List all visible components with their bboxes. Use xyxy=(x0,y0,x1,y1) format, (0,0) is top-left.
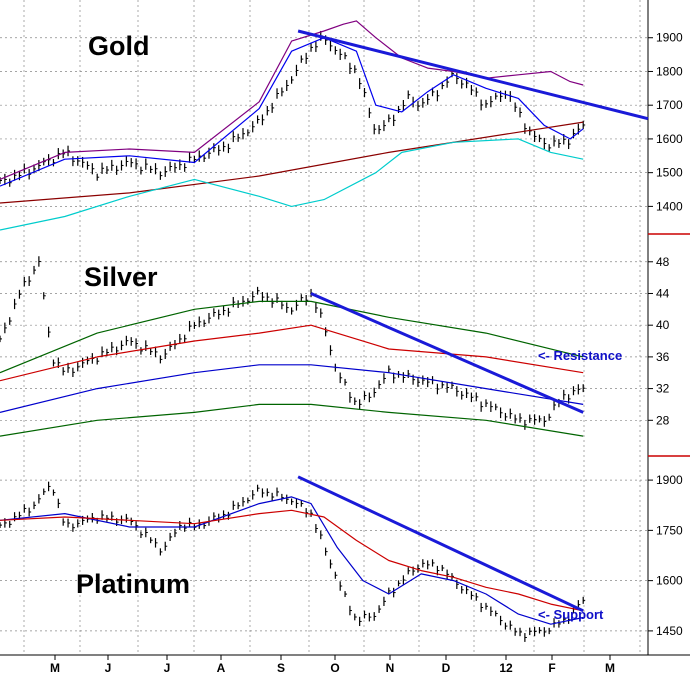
panel-title: Platinum xyxy=(76,569,190,599)
x-tick-label: J xyxy=(105,661,112,675)
y-tick-label: 1600 xyxy=(656,132,683,146)
x-tick-label: S xyxy=(277,661,285,675)
moving-average-long-line xyxy=(0,121,584,204)
annotation-label: <- Resistance xyxy=(538,348,622,363)
y-tick-label: 1900 xyxy=(656,31,683,45)
x-tick-label: A xyxy=(217,661,226,675)
x-tick-label: D xyxy=(442,661,451,675)
lower-band-line xyxy=(0,403,584,437)
moving-average-long-line xyxy=(0,509,584,612)
y-tick-label: 1450 xyxy=(656,624,683,638)
price-bars xyxy=(0,30,586,187)
moving-average-short-line xyxy=(0,496,584,625)
y-tick-label: 36 xyxy=(656,350,670,364)
y-tick-label: 48 xyxy=(656,255,670,269)
price-bars xyxy=(0,481,586,642)
y-tick-label: 1700 xyxy=(656,98,683,112)
lower-band-line xyxy=(0,138,584,231)
mid-band-line xyxy=(0,364,584,413)
x-tick-label: J xyxy=(164,661,171,675)
panel-title: Gold xyxy=(88,31,150,61)
panel-title: Silver xyxy=(84,262,158,292)
resistance-trendline-line xyxy=(297,29,649,121)
y-tick-label: 1750 xyxy=(656,523,683,537)
x-tick-label: 12 xyxy=(499,661,513,675)
upper-band-line xyxy=(0,300,584,374)
x-tick-label: O xyxy=(330,661,339,675)
annotation-label: <- Support xyxy=(538,607,604,622)
y-tick-label: 44 xyxy=(656,286,670,300)
support-trendline-line xyxy=(297,475,584,613)
y-tick-label: 28 xyxy=(656,413,670,427)
resistance-trendline-line xyxy=(310,292,584,414)
upper-band-line xyxy=(0,20,584,180)
x-tick-label: N xyxy=(386,661,395,675)
y-tick-label: 1800 xyxy=(656,64,683,78)
y-tick-label: 32 xyxy=(656,382,670,396)
x-tick-label: M xyxy=(50,661,60,675)
panel-2: 1450 1600 1750 1900 Platinum <- Support xyxy=(0,473,683,642)
moving-average-short-line xyxy=(0,37,584,187)
price-bars xyxy=(0,256,586,430)
y-tick-label: 1900 xyxy=(656,473,683,487)
x-tick-label: M xyxy=(605,661,615,675)
panel-1: 28 32 36 40 44 48 Silver <- Resistance xyxy=(0,255,670,437)
y-tick-label: 1600 xyxy=(656,574,683,588)
panel-0: 1400 1500 1600 1700 1800 1900 Gold xyxy=(0,20,683,231)
y-tick-label: 40 xyxy=(656,318,670,332)
y-tick-label: 1500 xyxy=(656,166,683,180)
y-tick-label: 1400 xyxy=(656,199,683,213)
x-tick-label: F xyxy=(548,661,555,675)
moving-average-line xyxy=(0,324,584,382)
